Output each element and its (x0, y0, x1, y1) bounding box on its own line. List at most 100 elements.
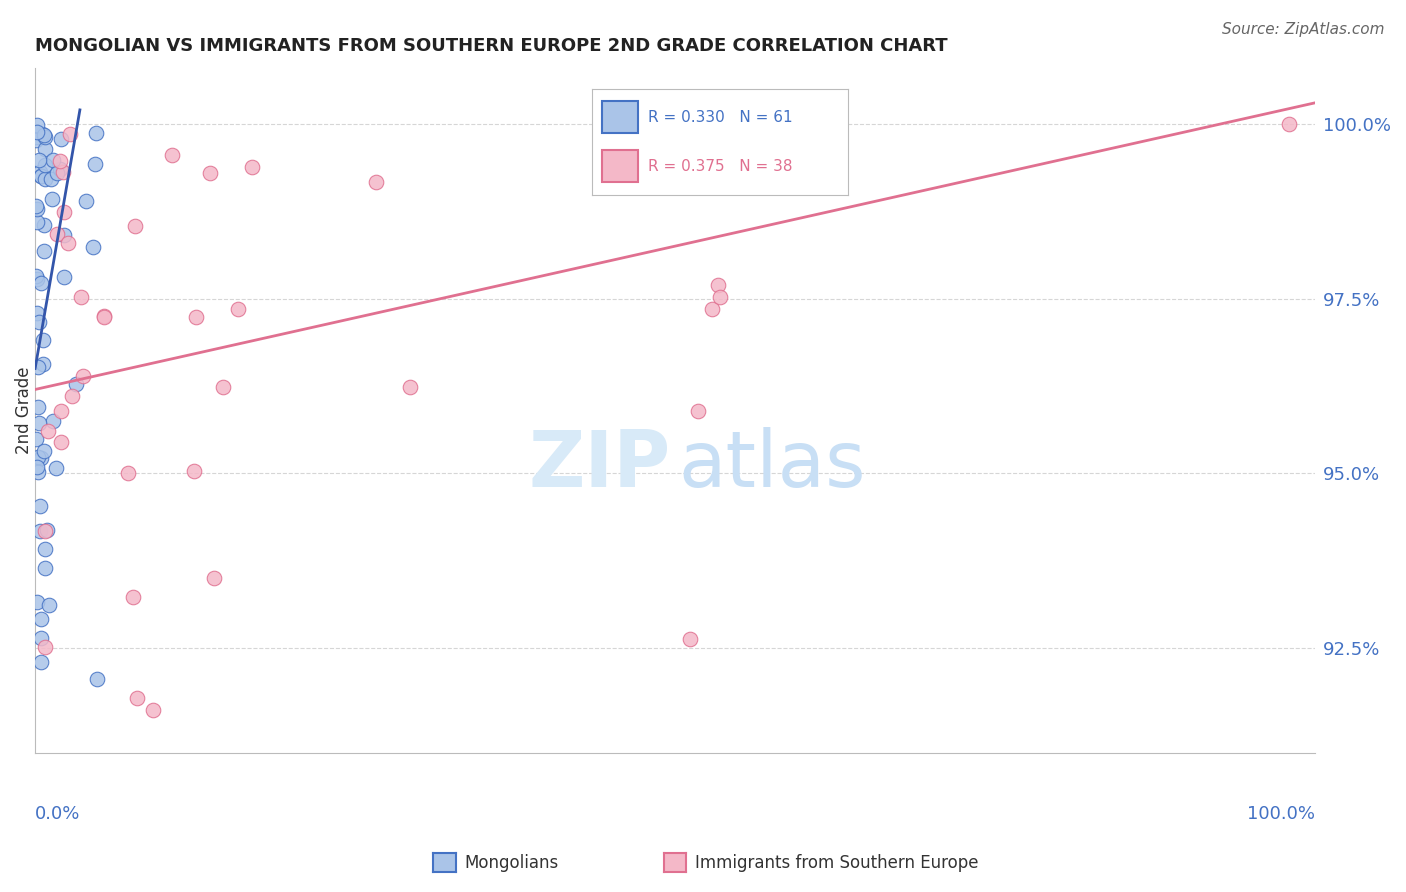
Point (34, 129, 56, 144)
Point (693, 121, 716, 136)
Point (49, 132, 72, 146)
Point (198, 166, 221, 180)
Point (25, 118, 48, 132)
Point (184, 310, 207, 324)
Point (124, 219, 146, 233)
Point (28, 315, 51, 329)
Point (46, 227, 69, 241)
Point (52, 228, 75, 243)
Point (27, 359, 49, 374)
Point (60, 389, 83, 403)
Point (25, 199, 48, 213)
Text: Source: ZipAtlas.com: Source: ZipAtlas.com (1222, 22, 1385, 37)
Point (39, 171, 62, 186)
Point (82, 240, 104, 254)
Point (31, 333, 53, 347)
Point (59, 128, 82, 142)
Y-axis label: 2nd Grade: 2nd Grade (15, 367, 32, 454)
Point (142, 703, 165, 717)
Point (38, 598, 60, 612)
Point (25, 459, 48, 474)
Point (34, 143, 56, 157)
Point (35, 523, 58, 537)
Point (30, 169, 52, 183)
Point (93, 309, 115, 323)
Point (32, 244, 55, 258)
Point (160, 148, 183, 162)
Point (32, 128, 55, 142)
Point (240, 160, 263, 174)
Point (34, 158, 56, 172)
Point (366, 175, 388, 189)
Point (49, 404, 72, 418)
Point (34, 541, 56, 556)
Text: Immigrants from Southern Europe: Immigrants from Southern Europe (695, 854, 979, 871)
Point (30, 169, 52, 183)
Point (46, 166, 69, 180)
Point (93, 310, 115, 324)
Point (24, 268, 46, 283)
Text: atlas: atlas (679, 427, 866, 503)
Point (53, 205, 76, 219)
Point (83, 157, 105, 171)
Point (32, 218, 55, 232)
Point (28, 524, 51, 538)
Point (202, 571, 225, 585)
Point (49, 153, 72, 168)
Point (1278, 117, 1301, 131)
Point (27, 401, 49, 415)
Point (34, 561, 56, 575)
Point (72, 368, 94, 383)
Text: Mongolians: Mongolians (464, 854, 558, 871)
Point (41, 192, 63, 206)
Point (41, 414, 63, 428)
Point (709, 290, 731, 304)
Point (84, 127, 107, 141)
Point (30, 612, 52, 626)
Point (25, 433, 48, 447)
Point (25, 202, 48, 216)
Point (707, 278, 730, 293)
Point (49, 161, 72, 176)
Point (398, 380, 420, 394)
Point (86, 672, 108, 686)
Point (31, 127, 53, 141)
Point (28, 153, 51, 167)
Point (34, 524, 56, 539)
Point (34, 172, 56, 186)
Point (28, 416, 51, 430)
Point (69, 290, 91, 304)
Point (27, 450, 49, 464)
Point (25, 215, 48, 229)
Point (34, 640, 56, 654)
Point (32, 357, 55, 371)
Point (30, 499, 52, 513)
Point (226, 302, 249, 317)
Point (37, 424, 59, 438)
Point (183, 464, 205, 478)
Point (32, 443, 55, 458)
Point (24, 129, 46, 144)
Point (45, 461, 67, 475)
Point (125, 691, 148, 706)
Text: 0.0%: 0.0% (35, 805, 80, 823)
Point (25, 133, 48, 147)
Point (117, 466, 139, 480)
Point (122, 590, 145, 604)
Point (56, 235, 79, 250)
Point (27, 465, 49, 479)
Point (212, 380, 235, 394)
Point (30, 631, 52, 645)
Point (52, 164, 75, 178)
Point (25, 595, 48, 609)
Point (28, 165, 51, 179)
Point (30, 451, 52, 466)
Point (30, 655, 52, 669)
Point (30, 276, 52, 290)
Point (25, 306, 48, 320)
Point (53, 269, 76, 284)
Text: ZIP: ZIP (529, 427, 671, 503)
Point (49, 434, 72, 449)
Point (686, 404, 709, 418)
Point (27, 272, 49, 286)
